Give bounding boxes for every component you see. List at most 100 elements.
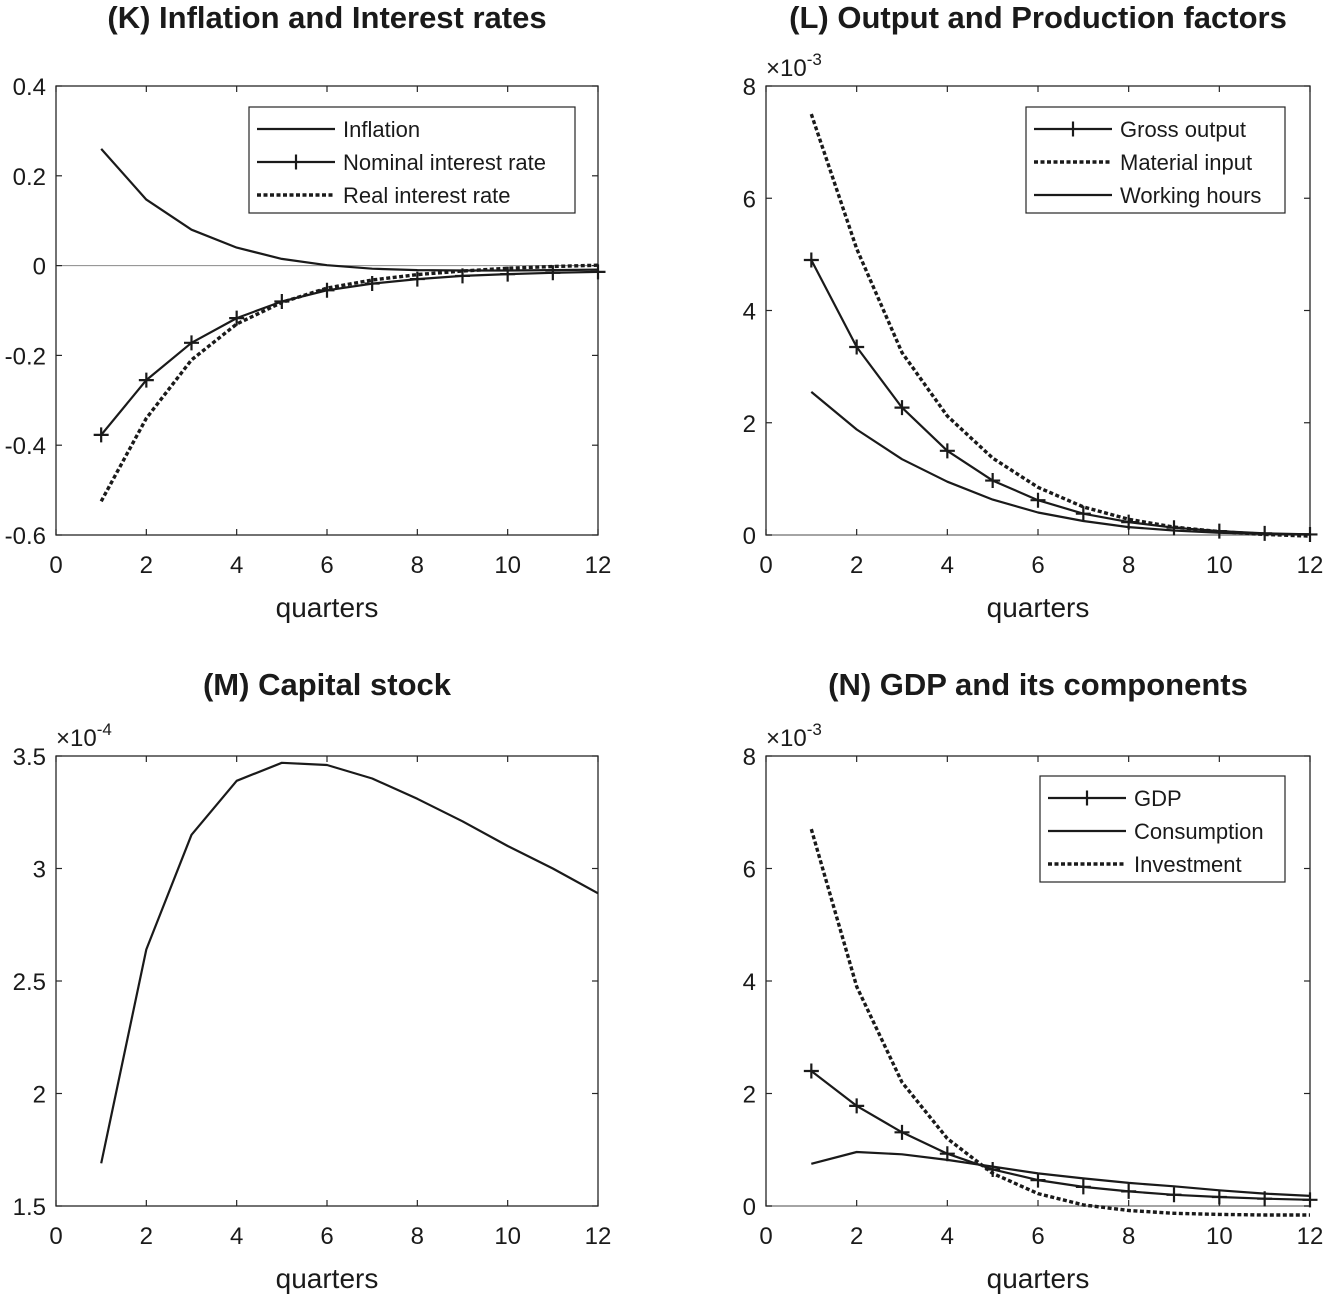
series-line-2	[809, 828, 1310, 1217]
data-point-marker	[1211, 1189, 1227, 1205]
x-tick-label: 0	[49, 552, 62, 579]
data-point-marker	[545, 265, 561, 281]
y-tick-label: 0	[743, 523, 756, 550]
y-tick-label: 2	[743, 411, 756, 438]
y-exponent-label: ×10-3	[766, 720, 822, 752]
chart-title: (K) Inflation and Interest rates	[107, 0, 546, 35]
x-tick-label: 4	[941, 1223, 954, 1250]
chart-panel-2: (M) Capital stock 0 2 4 6 8 10 12 1.5 2 2.5 3 3.5 ×10…	[13, 667, 612, 1294]
x-tick-label: 4	[941, 552, 954, 579]
chart-title: (M) Capital stock	[203, 667, 452, 702]
legend-label: Working hours	[1120, 183, 1261, 208]
chart-panel-3: (N) GDP and its components 0 2 4 6 8 10 12 0 2 4 6 8…	[743, 667, 1323, 1294]
y-tick-label: 4	[743, 299, 756, 326]
data-point-marker	[894, 1124, 910, 1140]
x-tick-label: 6	[1031, 552, 1044, 579]
data-point-marker	[939, 1146, 955, 1162]
data-point-marker	[1030, 492, 1046, 508]
y-tick-label: 3.5	[13, 744, 46, 771]
legend-label: Nominal interest rate	[343, 150, 546, 175]
data-point-marker	[590, 264, 606, 280]
x-tick-label: 0	[759, 1223, 772, 1250]
x-axis-label: quarters	[276, 1263, 379, 1294]
data-point-marker	[894, 400, 910, 416]
legend-label: Material input	[1120, 150, 1252, 175]
chart-title: (N) GDP and its components	[828, 667, 1248, 702]
legend-label: Investment	[1134, 852, 1242, 877]
plot-area-frame	[55, 755, 599, 1207]
y-tick-label: 0	[743, 1194, 756, 1221]
series-line-0	[810, 1070, 1311, 1201]
y-tick-label: 0.2	[13, 164, 46, 191]
data-point-marker	[138, 372, 154, 388]
x-tick-label: 8	[411, 552, 424, 579]
x-tick-label: 10	[1206, 552, 1233, 579]
x-tick-label: 0	[49, 1223, 62, 1250]
y-tick-label: 3	[33, 857, 46, 884]
x-tick-label: 10	[494, 552, 521, 579]
legend-label: GDP	[1134, 786, 1182, 811]
x-tick-label: 12	[585, 1223, 612, 1250]
y-tick-label: 2	[33, 1082, 46, 1109]
series-line-2	[99, 263, 599, 503]
x-tick-label: 2	[850, 1223, 863, 1250]
legend-label: Real interest rate	[343, 183, 511, 208]
data-point-marker	[409, 271, 425, 287]
x-tick-label: 4	[230, 1223, 243, 1250]
series-line-2	[810, 391, 1311, 536]
legend-label: Gross output	[1120, 117, 1246, 142]
x-axis-label: quarters	[987, 1263, 1090, 1294]
data-point-marker	[229, 310, 245, 326]
x-tick-label: 12	[585, 552, 612, 579]
y-exponent-label: ×10-3	[766, 50, 822, 82]
legend-label: Inflation	[343, 117, 420, 142]
series-line-0	[100, 761, 599, 1164]
y-tick-label: 0.4	[13, 74, 46, 101]
data-point-marker	[455, 268, 470, 284]
data-point-marker	[1030, 1172, 1046, 1188]
data-point-marker	[939, 443, 955, 459]
data-point-marker	[1075, 506, 1091, 522]
series-line-1	[100, 270, 599, 436]
data-point-marker	[93, 427, 109, 443]
x-tick-label: 8	[1122, 552, 1135, 579]
y-tick-label: 6	[743, 857, 756, 884]
y-tick-label: 1.5	[13, 1194, 46, 1221]
data-point-marker	[849, 339, 865, 355]
chart-panel-0: (K) Inflation and Interest rates 0 2 4 6 8 10 1…	[5, 0, 612, 623]
x-tick-label: 8	[1122, 1223, 1135, 1250]
chart-title: (L) Output and Production factors	[789, 0, 1287, 35]
data-point-marker	[184, 335, 199, 351]
y-tick-label: -0.4	[5, 433, 46, 460]
x-tick-label: 2	[140, 1223, 153, 1250]
x-tick-label: 6	[320, 552, 333, 579]
x-tick-label: 10	[494, 1223, 521, 1250]
y-tick-label: 8	[743, 744, 756, 771]
series-line-1	[811, 1150, 1311, 1197]
y-tick-label: 4	[743, 969, 756, 996]
x-tick-label: 2	[850, 552, 863, 579]
series-line-0	[810, 259, 1311, 536]
data-point-marker	[849, 1098, 865, 1114]
y-exponent-label: ×10-4	[56, 720, 112, 752]
x-axis-label: quarters	[987, 592, 1090, 623]
data-point-marker	[319, 282, 335, 298]
x-tick-label: 2	[140, 552, 153, 579]
y-tick-label: 8	[743, 74, 756, 101]
x-tick-label: 8	[411, 1223, 424, 1250]
x-tick-label: 6	[320, 1223, 333, 1250]
x-axis-label: quarters	[276, 592, 379, 623]
x-tick-label: 12	[1297, 552, 1323, 579]
x-tick-label: 6	[1031, 1223, 1044, 1250]
x-tick-label: 10	[1206, 1223, 1233, 1250]
y-tick-label: -0.2	[5, 343, 46, 370]
y-tick-label: 2.5	[13, 969, 46, 996]
data-point-marker	[803, 1063, 819, 1079]
legend-label: Consumption	[1134, 819, 1264, 844]
y-tick-label: 0	[33, 254, 46, 281]
series-line-0	[100, 148, 599, 272]
y-tick-label: 6	[743, 186, 756, 213]
chart-panel-1: (L) Output and Production factors 0 2 4 6 8 10…	[743, 0, 1323, 623]
y-tick-label: 2	[743, 1082, 756, 1109]
